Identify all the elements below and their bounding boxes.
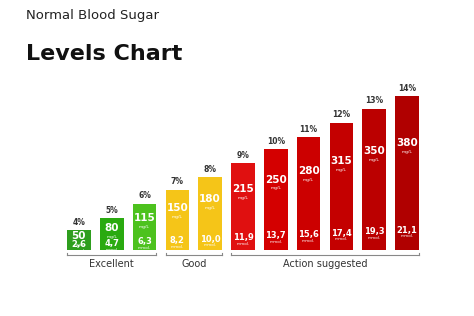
Text: 9%: 9% <box>237 151 249 160</box>
Text: mg/L: mg/L <box>270 186 281 191</box>
Text: mmol.: mmol. <box>105 248 118 252</box>
Text: mg/L: mg/L <box>139 225 150 229</box>
Text: 5%: 5% <box>105 206 118 215</box>
Bar <box>362 109 386 251</box>
Text: 10,0: 10,0 <box>200 234 220 244</box>
Text: 80: 80 <box>104 223 119 233</box>
Text: Excellent: Excellent <box>90 259 134 269</box>
Text: mmol.: mmol. <box>203 243 217 247</box>
Text: 6,3: 6,3 <box>137 237 152 246</box>
Text: Levels Chart: Levels Chart <box>26 44 182 64</box>
Bar <box>100 218 124 251</box>
Text: 8,2: 8,2 <box>170 236 185 245</box>
Text: mg/L: mg/L <box>401 149 412 154</box>
Text: mg/L: mg/L <box>106 235 117 239</box>
Text: 215: 215 <box>232 185 254 194</box>
Text: mg/L: mg/L <box>73 243 84 247</box>
Text: 4%: 4% <box>73 218 85 227</box>
Text: mmol.: mmol. <box>367 236 381 240</box>
Text: 250: 250 <box>265 174 287 185</box>
Text: 4,7: 4,7 <box>104 239 119 248</box>
Text: mmol.: mmol. <box>302 239 315 243</box>
Text: mmol.: mmol. <box>73 249 85 253</box>
Text: Normal Blood Sugar: Normal Blood Sugar <box>26 9 159 22</box>
Text: mmol.: mmol. <box>171 245 184 248</box>
Text: 15,6: 15,6 <box>298 230 319 239</box>
Text: 180: 180 <box>199 194 221 204</box>
Bar <box>329 123 353 251</box>
Text: 350: 350 <box>363 146 385 156</box>
Text: mg/L: mg/L <box>205 206 216 210</box>
Text: 7%: 7% <box>171 177 184 186</box>
Text: 10%: 10% <box>267 137 285 146</box>
Bar <box>165 190 189 251</box>
Text: 315: 315 <box>330 156 352 166</box>
Text: 13,7: 13,7 <box>265 231 286 240</box>
Bar <box>297 137 320 251</box>
Text: mg/L: mg/L <box>303 178 314 182</box>
Text: mg/L: mg/L <box>237 196 248 200</box>
Text: mmol.: mmol. <box>335 237 348 241</box>
Text: 17,4: 17,4 <box>331 228 352 238</box>
Text: mmol.: mmol. <box>138 246 151 250</box>
Text: 2,6: 2,6 <box>72 240 86 249</box>
Text: 13%: 13% <box>365 96 383 105</box>
Text: mg/L: mg/L <box>369 158 380 162</box>
Text: 150: 150 <box>166 203 188 213</box>
Text: Action suggested: Action suggested <box>283 259 367 269</box>
Bar <box>67 230 91 251</box>
Text: 8%: 8% <box>204 165 217 174</box>
Text: 280: 280 <box>298 166 319 176</box>
Text: mmol.: mmol. <box>237 242 249 246</box>
Bar <box>198 178 222 251</box>
Text: mmol.: mmol. <box>269 240 283 244</box>
Text: 12%: 12% <box>332 110 350 119</box>
Bar <box>231 163 255 251</box>
Text: 11%: 11% <box>300 125 318 134</box>
Bar <box>133 204 156 251</box>
Bar <box>395 96 419 251</box>
Text: mg/L: mg/L <box>172 215 183 219</box>
Text: 380: 380 <box>396 138 418 148</box>
Text: 50: 50 <box>72 231 86 241</box>
Text: 21,1: 21,1 <box>396 226 418 234</box>
Text: 115: 115 <box>134 213 155 223</box>
Text: mg/L: mg/L <box>336 168 347 172</box>
Text: 11,9: 11,9 <box>233 233 253 242</box>
Text: 6%: 6% <box>138 191 151 200</box>
Text: mmol.: mmol. <box>401 234 413 238</box>
Text: 14%: 14% <box>398 84 416 93</box>
Text: Good: Good <box>181 259 206 269</box>
Bar <box>264 149 288 251</box>
Text: 19,3: 19,3 <box>364 227 384 236</box>
